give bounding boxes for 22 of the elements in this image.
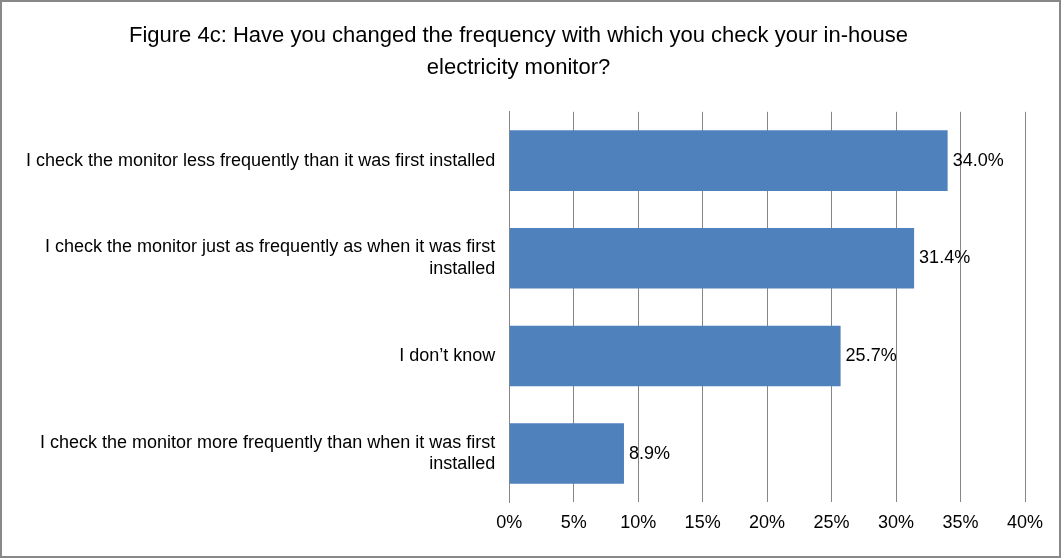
- bar: [509, 130, 948, 191]
- data-label: 8.9%: [628, 442, 671, 463]
- y-tick-label: I check the monitor just as frequently as when it was first installed: [45, 236, 496, 279]
- x-tick-label: 40%: [1006, 512, 1044, 533]
- bar: [509, 423, 624, 484]
- x-tick-label: 35%: [942, 512, 979, 533]
- x-tick-label: 5%: [560, 512, 587, 533]
- x-tick-label: 0%: [496, 512, 523, 533]
- x-tick-label: 30%: [878, 512, 915, 533]
- y-tick-label: I check the monitor more frequently than when it was first installed: [40, 431, 496, 474]
- data-label: 31.4%: [919, 247, 971, 268]
- data-label: 25.7%: [845, 344, 897, 365]
- y-tick-label: I don’t know: [399, 344, 497, 365]
- y-tick-label: I check the monitor less frequently than it was first installed: [25, 149, 496, 170]
- chart-title: Figure 4c: Have you changed the frequency with which you check your in-house electricity monitor?: [129, 22, 908, 79]
- x-tick-label: 10%: [620, 512, 657, 533]
- x-tick-label: 20%: [749, 512, 786, 533]
- bar: [509, 228, 915, 289]
- x-tick-label: 25%: [813, 512, 850, 533]
- x-tick-label: 15%: [684, 512, 721, 533]
- bar: [509, 325, 841, 387]
- data-label: 34.0%: [952, 149, 1004, 170]
